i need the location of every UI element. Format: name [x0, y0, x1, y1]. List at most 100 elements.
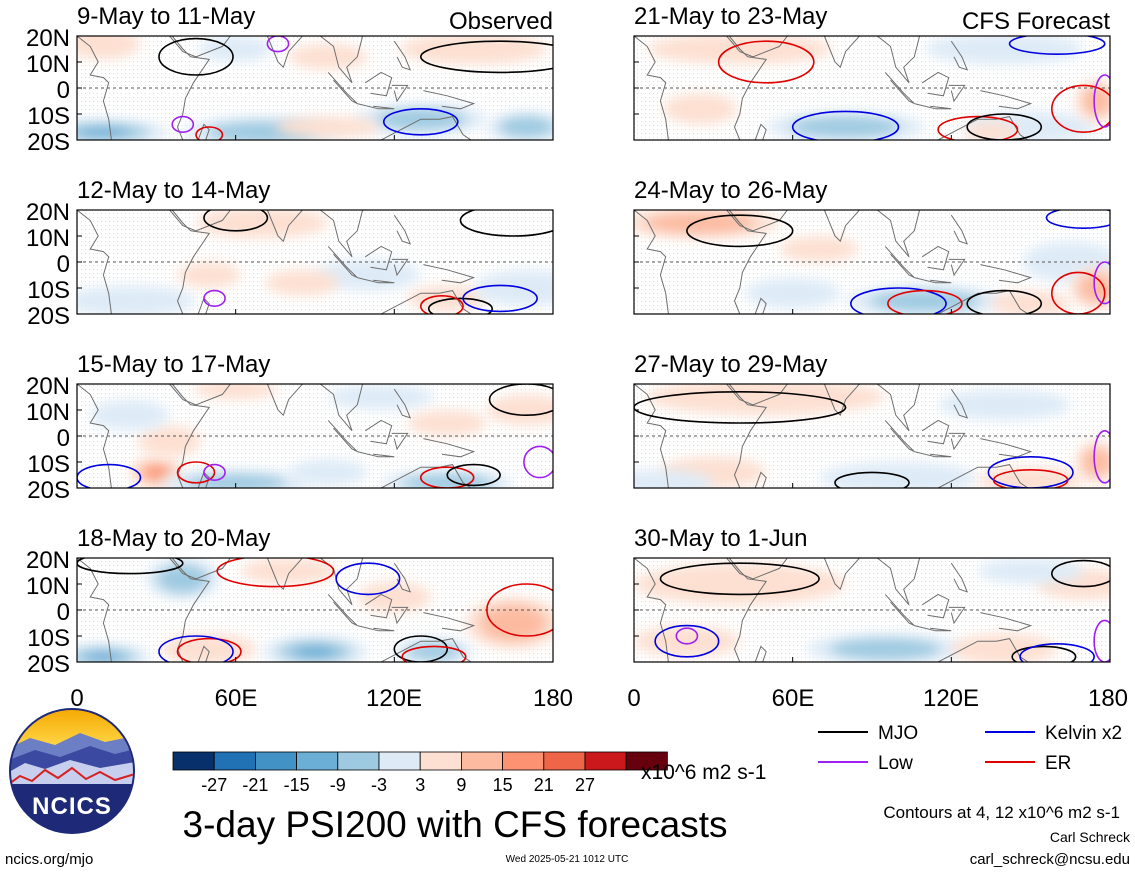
colorbar-tick-label: 3	[415, 775, 425, 795]
y-tick-label: 0	[57, 599, 70, 626]
coastlines	[77, 36, 476, 140]
er-contour	[419, 295, 464, 314]
coastline	[634, 36, 669, 140]
coastline	[393, 388, 412, 419]
positive-anomaly	[1075, 441, 1110, 483]
coastline	[423, 90, 476, 110]
colorbar-tick-label: 9	[456, 775, 466, 795]
x-tick-label: 180	[1088, 685, 1128, 712]
map-panels	[76, 35, 1111, 663]
positive-anomaly	[264, 269, 339, 296]
coastline	[77, 210, 112, 314]
legend-label-er: ER	[1045, 753, 1071, 774]
coastline	[380, 116, 472, 140]
anomaly-level	[406, 642, 462, 661]
anomaly-level	[275, 116, 382, 138]
positive-anomaly	[1070, 267, 1110, 309]
coastline	[169, 558, 231, 580]
coastline	[364, 593, 393, 619]
low-contour	[171, 115, 195, 133]
panel-content	[77, 210, 553, 314]
coastline	[921, 419, 950, 445]
positive-anomaly	[779, 236, 859, 262]
kelvin-contour	[654, 624, 720, 658]
anomaly-level	[77, 36, 141, 60]
y-tick-label: 20S	[27, 129, 70, 156]
logo-text: NCICS	[32, 793, 112, 820]
coastline	[728, 36, 768, 140]
er-contour	[717, 40, 815, 84]
coastline	[921, 71, 950, 97]
y-tick-label: 20S	[27, 651, 70, 678]
panel-label-fcst-2: 24-May to 26-May	[634, 177, 827, 204]
negative-anomaly	[315, 259, 421, 291]
coastline	[726, 384, 788, 406]
anomaly-level	[315, 259, 421, 291]
x-tick-labels-left: 0 60E 120E 180	[70, 685, 573, 712]
coastline	[380, 290, 472, 314]
colorbar-tick-label: -21	[242, 775, 268, 795]
colorbar-swatch	[254, 751, 297, 771]
mjo-contour	[659, 562, 820, 596]
anomaly-level	[473, 269, 553, 307]
er-contour	[195, 126, 224, 140]
er-contour	[1051, 271, 1106, 314]
panel-content	[634, 36, 1110, 140]
colorbar-tick-label: -9	[330, 775, 346, 795]
negative-anomaly	[977, 558, 1084, 584]
y-tick-label: 20N	[26, 547, 70, 574]
y-tick-label: 20N	[26, 373, 70, 400]
map-panel	[633, 383, 1111, 489]
anomaly-level	[183, 473, 288, 488]
kelvin-contour	[462, 284, 538, 313]
positive-anomaly	[486, 394, 553, 426]
coastlines	[77, 384, 476, 488]
coastline	[391, 84, 409, 103]
panel-content	[634, 210, 1110, 314]
colorbar-tick-label: -15	[284, 775, 310, 795]
y-tick-label: 20S	[27, 477, 70, 504]
y-tick-label: 0	[57, 77, 70, 104]
positive-anomaly	[357, 581, 432, 613]
anomaly-level	[498, 116, 553, 138]
colorbar-swatch	[502, 751, 545, 771]
positive-anomaly	[1075, 80, 1110, 122]
kelvin-contour	[791, 110, 900, 140]
site-url: ncics.org/mjo	[5, 851, 93, 868]
negative-anomaly	[77, 643, 152, 662]
positive-anomaly	[991, 290, 1071, 314]
anomaly-level	[400, 473, 494, 488]
mjo-contour	[459, 210, 553, 237]
anomaly-level	[951, 633, 1058, 662]
low-contour	[203, 463, 226, 482]
coastline	[391, 606, 409, 625]
map-panel	[76, 557, 554, 663]
coastline	[391, 432, 409, 451]
coastline	[948, 432, 966, 451]
coastline	[726, 210, 788, 232]
positive-anomaly	[465, 597, 553, 649]
negative-anomaly	[486, 111, 553, 140]
x-tick-labels-right: 0 60E 120E 180	[627, 685, 1128, 712]
negative-anomaly	[938, 389, 1071, 421]
coastline	[754, 297, 767, 314]
anomaly-level	[938, 389, 1071, 421]
y-tick-label: 20N	[26, 199, 70, 226]
y-tick-label: 10N	[26, 399, 70, 426]
colorbar-swatch	[543, 751, 586, 771]
panel-label-fcst-4: 30-May to 1-Jun	[634, 525, 807, 552]
panel-label-fcst-3: 27-May to 29-May	[634, 351, 827, 378]
y-tick-label: 10S	[27, 103, 70, 130]
coastlines	[77, 210, 476, 314]
kelvin-contour	[335, 562, 401, 596]
coastline	[980, 90, 1033, 110]
negative-anomaly	[473, 269, 553, 307]
coastline	[364, 419, 393, 445]
anomaly-level	[288, 43, 368, 70]
positive-anomaly	[663, 93, 738, 125]
y-tick-labels-row-2: 20N 10N 0 10S 20S	[26, 199, 70, 330]
y-tick-label: 10N	[26, 225, 70, 252]
y-tick-labels-row-1: 20N 10N 0 10S 20S	[26, 25, 70, 156]
coastline	[77, 558, 112, 662]
